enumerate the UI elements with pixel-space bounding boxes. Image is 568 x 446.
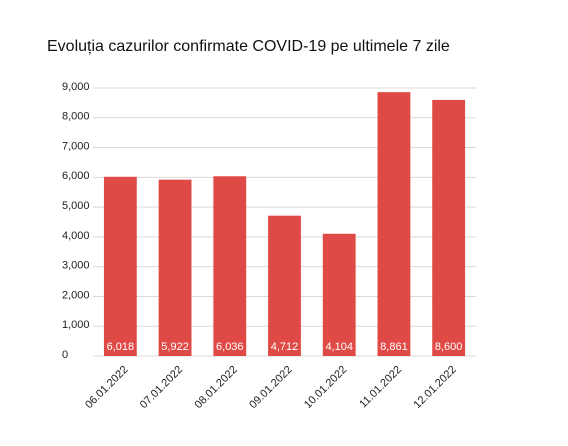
y-tick-label: 5,000	[62, 200, 90, 212]
bar	[213, 176, 247, 356]
y-tick-label: 0	[62, 349, 68, 361]
y-tick-label: 7,000	[62, 140, 90, 152]
y-tick-label: 3,000	[62, 260, 90, 272]
bar	[268, 215, 301, 356]
bar	[377, 92, 411, 357]
y-tick-label: 8,000	[62, 111, 90, 123]
data-label: 8,600	[435, 341, 463, 353]
x-tick-label: 07.01.2022	[138, 364, 185, 411]
data-label: 4,104	[325, 341, 353, 353]
y-tick-label: 6,000	[62, 170, 90, 182]
x-tick-label: 12.01.2022	[411, 364, 458, 411]
x-tick-label: 06.01.2022	[83, 364, 130, 411]
x-tick-label: 11.01.2022	[357, 364, 404, 411]
y-tick-label: 4,000	[62, 230, 90, 242]
data-label: 5,922	[161, 341, 189, 353]
data-label: 8,861	[380, 341, 408, 353]
y-tick-label: 2,000	[62, 289, 90, 301]
data-label: 4,712	[271, 341, 299, 353]
bar	[158, 179, 192, 356]
y-tick-label: 1,000	[62, 319, 90, 331]
bar	[322, 233, 356, 356]
bar	[103, 176, 137, 356]
x-tick-label: 09.01.2022	[247, 364, 294, 411]
y-tick-label: 9,000	[62, 81, 90, 93]
data-label: 6,036	[216, 341, 244, 353]
x-tick-label: 08.01.2022	[193, 364, 240, 411]
chart-title: Evoluția cazurilor confirmate COVID-19 p…	[47, 38, 450, 55]
data-label: 6,018	[107, 341, 135, 353]
x-tick-label: 10.01.2022	[302, 364, 349, 411]
bar	[432, 99, 466, 357]
